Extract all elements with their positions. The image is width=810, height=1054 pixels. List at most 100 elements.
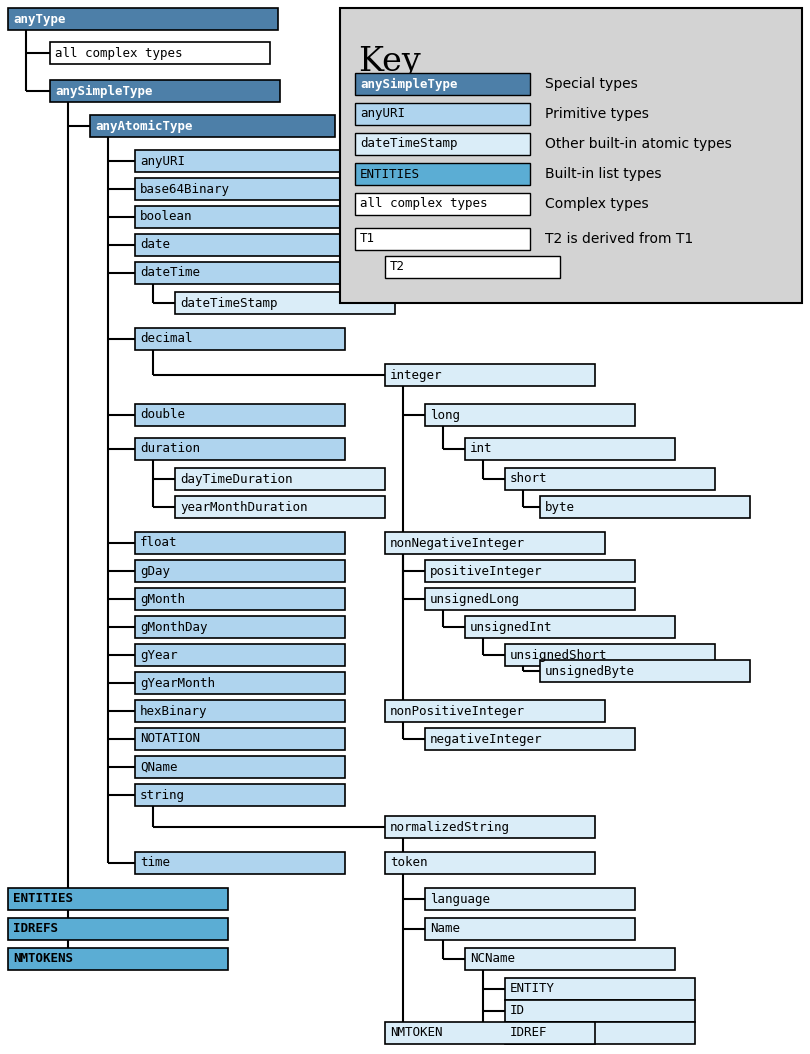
Text: byte: byte: [545, 501, 575, 513]
Text: anySimpleType: anySimpleType: [360, 77, 458, 91]
Text: duration: duration: [140, 443, 200, 455]
Text: gDay: gDay: [140, 565, 170, 578]
FancyBboxPatch shape: [135, 852, 345, 874]
FancyBboxPatch shape: [135, 404, 345, 426]
FancyBboxPatch shape: [175, 292, 395, 314]
Text: gYearMonth: gYearMonth: [140, 677, 215, 689]
Text: anyURI: anyURI: [140, 155, 185, 168]
Text: gMonth: gMonth: [140, 592, 185, 605]
Text: unsignedInt: unsignedInt: [470, 621, 552, 633]
FancyBboxPatch shape: [50, 80, 280, 102]
FancyBboxPatch shape: [425, 404, 635, 426]
Text: anyType: anyType: [13, 13, 66, 25]
FancyBboxPatch shape: [425, 889, 635, 910]
FancyBboxPatch shape: [505, 978, 695, 1000]
Text: dayTimeDuration: dayTimeDuration: [180, 472, 292, 486]
FancyBboxPatch shape: [135, 588, 345, 610]
FancyBboxPatch shape: [50, 42, 270, 64]
Text: long: long: [430, 409, 460, 422]
Text: Primitive types: Primitive types: [545, 108, 649, 121]
FancyBboxPatch shape: [135, 206, 345, 228]
Text: string: string: [140, 788, 185, 801]
Text: dateTimeStamp: dateTimeStamp: [360, 137, 458, 151]
Text: Key: Key: [358, 46, 420, 78]
Text: anyURI: anyURI: [360, 108, 405, 120]
FancyBboxPatch shape: [425, 728, 635, 750]
FancyBboxPatch shape: [135, 560, 345, 582]
Text: double: double: [140, 409, 185, 422]
FancyBboxPatch shape: [8, 948, 228, 970]
Text: Other built-in atomic types: Other built-in atomic types: [545, 137, 731, 151]
FancyBboxPatch shape: [135, 150, 345, 172]
Text: Complex types: Complex types: [545, 197, 649, 211]
Text: IDREF: IDREF: [510, 1027, 548, 1039]
FancyBboxPatch shape: [135, 644, 345, 666]
Text: gMonthDay: gMonthDay: [140, 621, 207, 633]
FancyBboxPatch shape: [355, 193, 530, 215]
FancyBboxPatch shape: [385, 364, 595, 386]
Text: anyAtomicType: anyAtomicType: [95, 119, 193, 133]
FancyBboxPatch shape: [355, 163, 530, 186]
FancyBboxPatch shape: [385, 700, 605, 722]
FancyBboxPatch shape: [90, 115, 335, 137]
FancyBboxPatch shape: [175, 496, 385, 518]
FancyBboxPatch shape: [355, 133, 530, 155]
Text: anySimpleType: anySimpleType: [55, 84, 152, 98]
FancyBboxPatch shape: [425, 588, 635, 610]
FancyBboxPatch shape: [175, 468, 385, 490]
FancyBboxPatch shape: [425, 560, 635, 582]
FancyBboxPatch shape: [505, 1000, 695, 1022]
FancyBboxPatch shape: [135, 784, 345, 806]
FancyBboxPatch shape: [135, 728, 345, 750]
FancyBboxPatch shape: [355, 228, 530, 250]
FancyBboxPatch shape: [135, 234, 345, 256]
Text: NOTATION: NOTATION: [140, 733, 200, 745]
FancyBboxPatch shape: [385, 256, 560, 278]
Text: dateTime: dateTime: [140, 267, 200, 279]
Text: ID: ID: [510, 1004, 525, 1017]
Text: ENTITIES: ENTITIES: [13, 893, 73, 905]
Text: NCName: NCName: [470, 953, 515, 965]
Text: positiveInteger: positiveInteger: [430, 565, 543, 578]
Text: unsignedShort: unsignedShort: [510, 648, 608, 662]
FancyBboxPatch shape: [135, 262, 345, 284]
FancyBboxPatch shape: [8, 8, 278, 30]
FancyBboxPatch shape: [355, 73, 530, 95]
Text: Built-in list types: Built-in list types: [545, 167, 662, 181]
Text: time: time: [140, 857, 170, 870]
FancyBboxPatch shape: [385, 852, 595, 874]
Text: all complex types: all complex types: [360, 197, 488, 211]
Text: T2 is derived from T1: T2 is derived from T1: [545, 232, 693, 246]
FancyBboxPatch shape: [385, 532, 605, 554]
FancyBboxPatch shape: [505, 644, 715, 666]
Text: hexBinary: hexBinary: [140, 704, 207, 718]
FancyBboxPatch shape: [135, 756, 345, 778]
Text: decimal: decimal: [140, 332, 193, 346]
Text: short: short: [510, 472, 548, 486]
Text: language: language: [430, 893, 490, 905]
Text: float: float: [140, 536, 177, 549]
Text: T2: T2: [390, 260, 405, 273]
Text: token: token: [390, 857, 428, 870]
Text: normalizedString: normalizedString: [390, 820, 510, 834]
Text: unsignedByte: unsignedByte: [545, 664, 635, 678]
Text: nonPositiveInteger: nonPositiveInteger: [390, 704, 525, 718]
Text: integer: integer: [390, 369, 442, 382]
Text: boolean: boolean: [140, 211, 193, 223]
Text: unsignedLong: unsignedLong: [430, 592, 520, 605]
Text: ENTITIES: ENTITIES: [360, 168, 420, 180]
FancyBboxPatch shape: [8, 889, 228, 910]
Text: IDREFS: IDREFS: [13, 922, 58, 936]
FancyBboxPatch shape: [8, 918, 228, 940]
Text: ENTITY: ENTITY: [510, 982, 555, 995]
FancyBboxPatch shape: [135, 700, 345, 722]
FancyBboxPatch shape: [425, 918, 635, 940]
Text: NMTOKENS: NMTOKENS: [13, 953, 73, 965]
FancyBboxPatch shape: [540, 660, 750, 682]
FancyBboxPatch shape: [465, 616, 675, 638]
Text: yearMonthDuration: yearMonthDuration: [180, 501, 308, 513]
FancyBboxPatch shape: [540, 496, 750, 518]
FancyBboxPatch shape: [385, 816, 595, 838]
FancyBboxPatch shape: [135, 438, 345, 460]
FancyBboxPatch shape: [135, 178, 345, 200]
